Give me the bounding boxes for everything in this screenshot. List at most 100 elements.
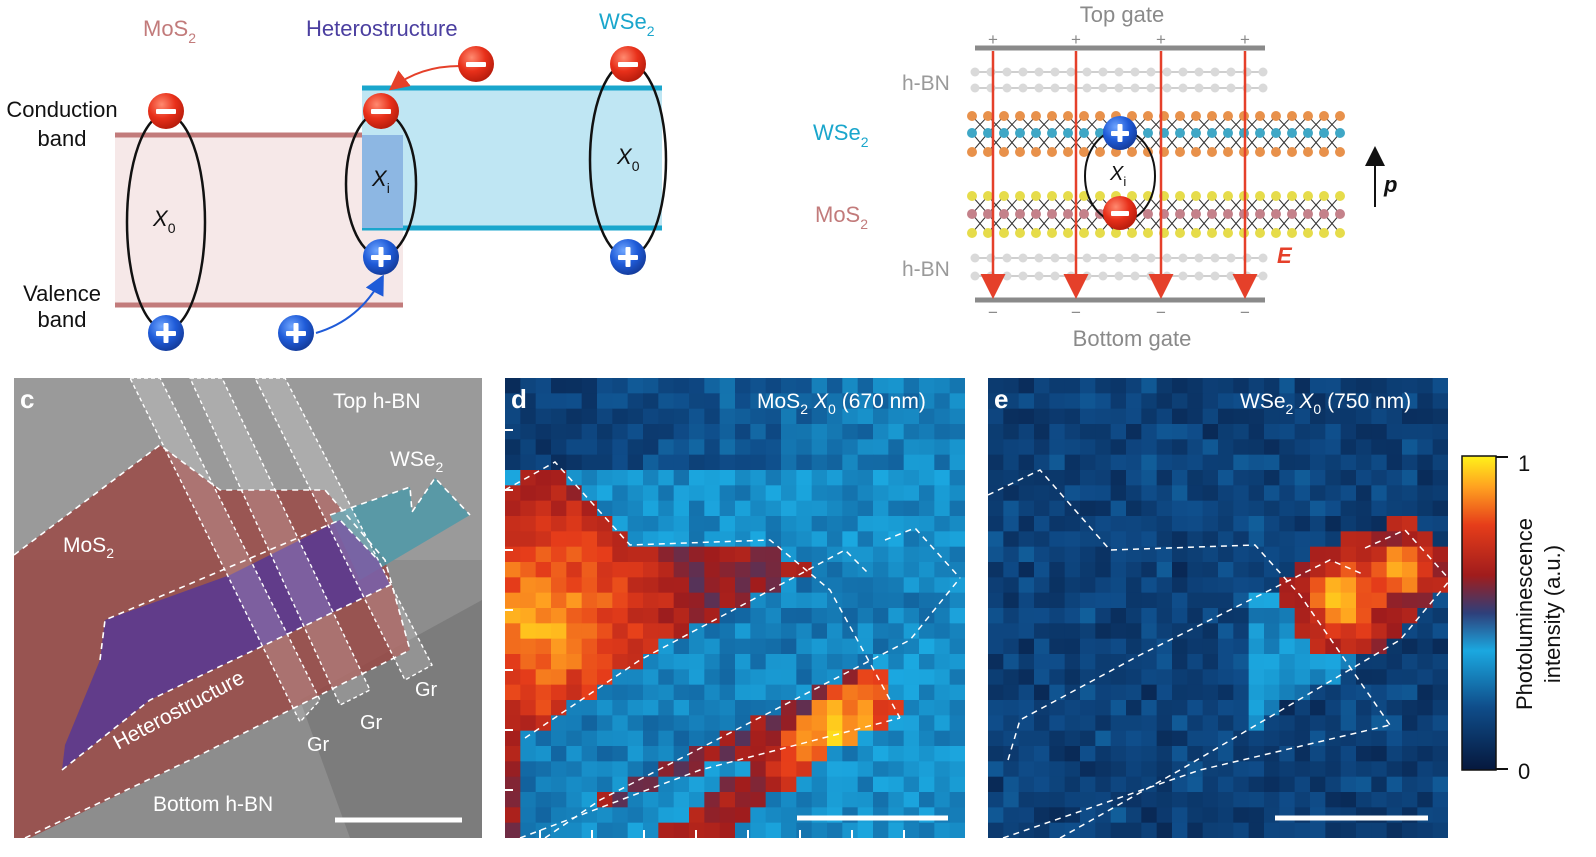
pl-pixel bbox=[1141, 823, 1157, 839]
atom bbox=[1179, 84, 1188, 93]
pl-pixel bbox=[1203, 455, 1219, 471]
pl-pixel bbox=[1080, 531, 1096, 547]
pl-pixel bbox=[1003, 485, 1019, 501]
atom bbox=[1271, 209, 1281, 219]
pl-pixel bbox=[1433, 439, 1449, 455]
pl-pixel bbox=[597, 608, 613, 624]
pl-pixel bbox=[1264, 608, 1280, 624]
pl-pixel bbox=[566, 807, 582, 823]
pl-pixel bbox=[1203, 777, 1219, 793]
pl-pixel bbox=[612, 562, 628, 578]
pl-pixel bbox=[812, 731, 828, 747]
pl-pixel bbox=[628, 547, 644, 563]
pl-pixel bbox=[1417, 746, 1433, 762]
atom bbox=[1255, 191, 1265, 201]
pl-pixel bbox=[988, 685, 1004, 701]
pl-pixel bbox=[904, 807, 920, 823]
pl-pixel bbox=[1387, 455, 1403, 471]
pl-pixel bbox=[689, 746, 705, 762]
pl-pixel bbox=[988, 823, 1004, 839]
pl-pixel bbox=[1279, 715, 1295, 731]
pl-pixel bbox=[582, 501, 598, 517]
pl-pixel bbox=[1371, 777, 1387, 793]
pl-pixel bbox=[1279, 485, 1295, 501]
pl-pixel bbox=[988, 593, 1004, 609]
pl-pixel bbox=[988, 516, 1004, 532]
pl-pixel bbox=[904, 777, 920, 793]
pl-pixel bbox=[643, 746, 659, 762]
pl-pixel bbox=[988, 501, 1004, 517]
pl-pixel bbox=[1095, 746, 1111, 762]
pl-pixel bbox=[1325, 577, 1341, 593]
pl-pixel bbox=[888, 470, 904, 486]
pl-pixel bbox=[1264, 501, 1280, 517]
pl-pixel bbox=[1203, 547, 1219, 563]
pl-pixel bbox=[1141, 731, 1157, 747]
atom bbox=[1099, 272, 1108, 281]
pl-pixel bbox=[735, 501, 751, 517]
pl-pixel bbox=[766, 424, 782, 440]
pl-pixel bbox=[566, 531, 582, 547]
pl-pixel bbox=[1387, 685, 1403, 701]
pl-pixel bbox=[566, 654, 582, 670]
pl-pixel bbox=[1049, 608, 1065, 624]
hbn-top-label: h-BN bbox=[902, 72, 950, 95]
pl-pixel bbox=[1341, 761, 1357, 777]
hole-icon bbox=[278, 315, 314, 351]
pl-pixel bbox=[812, 823, 828, 839]
pl-pixel bbox=[1126, 501, 1142, 517]
pl-pixel bbox=[1371, 746, 1387, 762]
atom bbox=[1271, 128, 1281, 138]
pl-pixel bbox=[1034, 485, 1050, 501]
pl-pixel bbox=[1295, 455, 1311, 471]
pl-pixel bbox=[720, 731, 736, 747]
pl-pixel bbox=[904, 715, 920, 731]
pl-pixel bbox=[1417, 547, 1433, 563]
pl-pixel bbox=[658, 700, 674, 716]
pl-pixel bbox=[934, 792, 950, 808]
pl-pixel bbox=[1203, 639, 1219, 655]
pl-pixel bbox=[720, 409, 736, 425]
atom bbox=[1303, 228, 1313, 238]
pl-pixel bbox=[858, 761, 874, 777]
pl-pixel bbox=[1402, 608, 1418, 624]
pl-pixel bbox=[1019, 608, 1035, 624]
pl-pixel bbox=[1279, 593, 1295, 609]
pl-pixel bbox=[1233, 424, 1249, 440]
pl-pixel bbox=[1049, 547, 1065, 563]
pl-pixel bbox=[551, 424, 567, 440]
pl-pixel bbox=[1249, 823, 1265, 839]
pl-pixel bbox=[1233, 562, 1249, 578]
bottom-hbn-label: Bottom h-BN bbox=[153, 793, 273, 816]
pl-pixel bbox=[1218, 654, 1234, 670]
pl-pixel bbox=[1172, 746, 1188, 762]
pl-pixel bbox=[842, 593, 858, 609]
atom bbox=[1019, 272, 1028, 281]
pl-pixel bbox=[1249, 485, 1265, 501]
pl-pixel bbox=[1356, 639, 1372, 655]
pl-pixel bbox=[1065, 409, 1081, 425]
pl-pixel bbox=[842, 761, 858, 777]
pl-pixel bbox=[582, 761, 598, 777]
pl-pixel bbox=[1325, 807, 1341, 823]
pl-pixel bbox=[1310, 715, 1326, 731]
pl-pixel bbox=[658, 654, 674, 670]
pl-pixel bbox=[1172, 608, 1188, 624]
pl-pixel bbox=[597, 746, 613, 762]
pl-pixel bbox=[950, 393, 966, 409]
pl-pixel bbox=[1356, 792, 1372, 808]
pl-pixel bbox=[934, 715, 950, 731]
pl-pixel bbox=[1387, 700, 1403, 716]
pl-pixel bbox=[1295, 700, 1311, 716]
pl-pixel bbox=[750, 700, 766, 716]
pl-pixel bbox=[1003, 516, 1019, 532]
pl-pixel bbox=[842, 455, 858, 471]
pl-pixel bbox=[1341, 593, 1357, 609]
atom bbox=[1063, 191, 1073, 201]
pl-pixel bbox=[1034, 424, 1050, 440]
pl-pixel bbox=[988, 424, 1004, 440]
pl-pixel bbox=[1371, 547, 1387, 563]
pl-pixel bbox=[1417, 623, 1433, 639]
pl-pixel bbox=[1371, 654, 1387, 670]
pl-pixel bbox=[858, 700, 874, 716]
